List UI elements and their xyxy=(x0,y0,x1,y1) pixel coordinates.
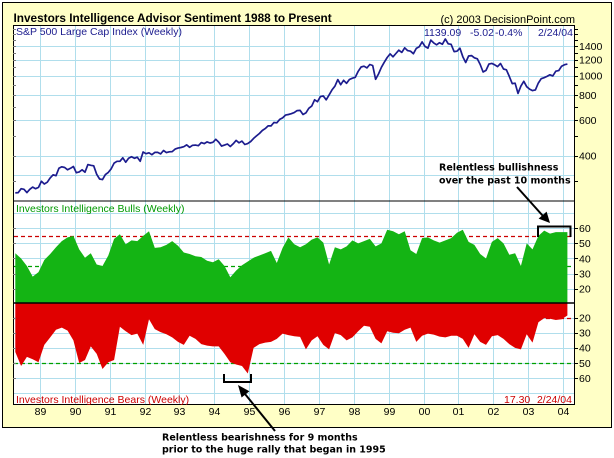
x-tick-label: 02 xyxy=(488,406,500,418)
bears-date: 2/24/04 xyxy=(537,394,572,406)
bearish-arrow-shaft xyxy=(244,393,276,432)
bearish-bracket xyxy=(223,374,252,383)
series-layer xyxy=(15,38,568,374)
bearish-annotation-line-1: Relentless bearishness for 9 months xyxy=(162,433,358,444)
axis-layer: 89 90 91 92 93 94 95 96 97 98 99 00 01 02 03 04 14001200… xyxy=(13,29,603,418)
sp500-change-pct: -0.4% xyxy=(495,27,522,39)
x-tick-label: 03 xyxy=(523,406,535,418)
bulls-y-tick-label: 20 xyxy=(579,284,591,296)
sp500-date: 2/24/04 xyxy=(538,27,573,39)
x-tick-label: 01 xyxy=(453,406,465,418)
copyright: (c) 2003 DecisionPoint.com xyxy=(440,14,575,26)
x-tick-label: 94 xyxy=(209,406,221,418)
bulls-y-tick-label: 50 xyxy=(579,238,591,250)
bullish-annotation-line-2: over the past 10 months xyxy=(439,176,571,187)
x-tick-label: 96 xyxy=(279,406,291,418)
x-tick-label: 92 xyxy=(140,406,152,418)
bullish-annotation: Relentless bullishness over the past 10 … xyxy=(439,163,572,237)
sp500-y-tick-label: 1400 xyxy=(579,41,603,53)
plot-border xyxy=(13,25,575,405)
bearish-annotation-line-2: prior to the huge rally that began in 19… xyxy=(162,445,386,456)
sp500-y-tick-label: 1000 xyxy=(579,70,603,82)
sp500-y-tick-label: 400 xyxy=(579,150,597,162)
sp500-panel-title: S&P 500 Large Cap Index (Weekly) xyxy=(16,26,182,38)
bulls-panel-title: Investors Intelligence Bulls (Weekly) xyxy=(16,203,184,215)
bears-y-tick-label: 30 xyxy=(579,328,591,340)
bears-last-value: 17.30 xyxy=(504,394,530,406)
sp500-y-tick-label: 800 xyxy=(579,90,597,102)
sp500-y-tick-label: 600 xyxy=(579,115,597,127)
x-tick-label: 04 xyxy=(558,406,570,418)
x-tick-label: 00 xyxy=(419,406,431,418)
bullish-arrow-shaft xyxy=(516,186,544,217)
bulls-y-tick-label: 40 xyxy=(579,253,591,265)
bullish-bracket xyxy=(537,225,572,237)
x-tick-label: 98 xyxy=(349,406,361,418)
x-tick-label: 90 xyxy=(70,406,82,418)
bears-y-tick-label: 20 xyxy=(579,313,591,325)
bulls-y-tick-label: 60 xyxy=(579,223,591,235)
x-tick-label: 99 xyxy=(384,406,396,418)
x-tick-label: 97 xyxy=(314,406,326,418)
bullish-arrow-head xyxy=(538,211,550,223)
x-tick-label: 89 xyxy=(35,406,47,418)
sp500-change: -5.02 xyxy=(470,27,494,39)
sp500-last-value: 1139.09 xyxy=(424,27,461,39)
bearish-arrow-head xyxy=(238,385,250,398)
bulls-y-tick-label: 30 xyxy=(579,268,591,280)
bears-y-tick-label: 60 xyxy=(579,373,591,385)
bullish-annotation-line-1: Relentless bullishness xyxy=(439,163,559,174)
sp500-y-tick-label: 1200 xyxy=(579,54,603,66)
x-tick-label: 95 xyxy=(244,406,256,418)
x-tick-label: 93 xyxy=(174,406,186,418)
bulls-area xyxy=(15,229,568,303)
sp500-line xyxy=(15,38,568,194)
bearish-annotation: Relentless bearishness for 9 months prio… xyxy=(162,374,386,456)
chart-title: Investors Intelligence Advisor Sentiment… xyxy=(14,11,332,25)
bears-y-tick-label: 40 xyxy=(579,343,591,355)
bears-area xyxy=(15,303,568,374)
bears-y-tick-label: 50 xyxy=(579,358,591,370)
bears-panel-title: Investors Intelligence Bears (Weekly) xyxy=(16,394,189,406)
x-tick-label: 91 xyxy=(105,406,117,418)
